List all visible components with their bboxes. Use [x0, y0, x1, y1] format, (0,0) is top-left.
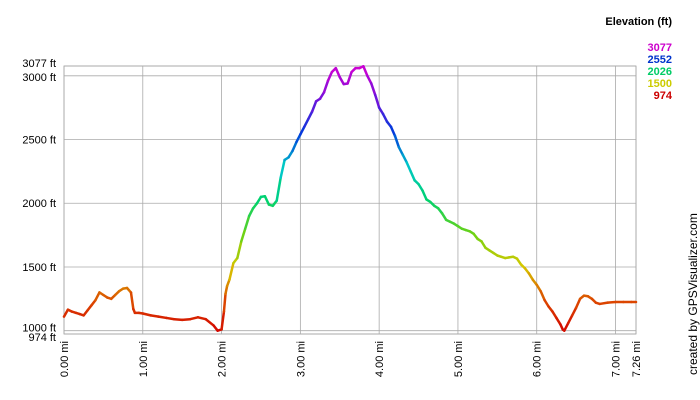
elevation-segment	[291, 140, 298, 153]
elevation-segment	[310, 100, 318, 113]
elevation-segment	[421, 189, 428, 201]
elevation-segment	[338, 75, 345, 86]
elevation-segment	[393, 134, 401, 149]
elevation-segment	[240, 227, 247, 243]
elevation-segment	[228, 261, 235, 281]
elevation-segment	[247, 207, 255, 218]
elevation-segment	[574, 297, 582, 309]
elevation-segment	[62, 308, 70, 318]
elevation-segment	[322, 79, 330, 94]
elevation-segment	[389, 125, 397, 137]
elevation-line	[62, 65, 638, 332]
elevation-segment	[409, 170, 416, 182]
x-tick-label: 6.00 mi	[532, 341, 544, 377]
y-tick-label: 1500 ft	[22, 262, 56, 274]
elevation-segment	[222, 292, 227, 313]
elevation-segment	[188, 316, 200, 321]
x-tick-label: 5.00 mi	[453, 341, 465, 377]
x-tick-label: 7.26 mi	[631, 341, 643, 377]
elevation-segment	[570, 306, 578, 317]
elevation-segment	[165, 316, 176, 321]
x-tick-label: 4.00 mi	[374, 341, 386, 377]
y-tick-label: 3077 ft	[22, 58, 56, 70]
elevation-segment	[224, 284, 229, 295]
x-tick-label: 7.00 mi	[611, 341, 623, 377]
elevation-segment	[173, 317, 184, 322]
elevation-segment	[362, 65, 369, 78]
elevation-segment	[334, 66, 342, 79]
elevation-segment	[236, 240, 243, 260]
elevation-segment	[370, 82, 377, 97]
elevation-segment	[401, 153, 408, 164]
x-tick-label: 3.00 mi	[295, 341, 307, 377]
elevation-segment	[303, 117, 310, 129]
elevation-segment	[373, 93, 381, 109]
elevation-segment	[606, 300, 617, 304]
elevation-segment	[94, 291, 101, 302]
elevation-segment	[275, 176, 282, 202]
elevation-segment	[204, 317, 215, 327]
credit-text: created by GPSVisualizer.com	[686, 213, 700, 375]
elevation-segment	[149, 314, 160, 318]
elevation-segment	[295, 133, 302, 144]
x-axis-ticks: 0.00 mi 1.00 mi 2.00 mi 3.00 mi 4.00 mi 5.00 …	[59, 341, 643, 377]
elevation-segment	[196, 316, 208, 321]
elevation-segment	[598, 301, 609, 306]
elevation-segment	[129, 291, 135, 311]
y-tick-label: 2000 ft	[22, 198, 56, 210]
elevation-segment	[279, 158, 286, 180]
y-tick-label: 974 ft	[28, 332, 56, 344]
x-tick-label: 0.00 mi	[59, 341, 71, 377]
elevation-segment	[405, 161, 412, 173]
x-tick-label: 2.00 mi	[217, 341, 229, 377]
elevation-segment	[381, 112, 389, 123]
legend-entry: 2552	[648, 54, 672, 66]
legend-title: Elevation (ft)	[605, 16, 672, 28]
elevation-segment	[366, 74, 373, 85]
y-tick-label: 2500 ft	[22, 135, 56, 147]
legend-entry: 2026	[648, 66, 672, 78]
elevation-segment	[397, 145, 405, 157]
elevation-segment	[326, 70, 334, 83]
y-tick-label: 3000 ft	[22, 72, 56, 84]
elevation-segment	[220, 310, 226, 331]
elevation-segment	[243, 214, 251, 230]
elevation-segment	[563, 321, 570, 332]
plot-frame	[63, 65, 637, 335]
elevation-segment	[539, 289, 546, 302]
elevation-segment	[157, 315, 168, 320]
x-tick-label: 1.00 mi	[138, 341, 150, 377]
elevation-segment	[346, 70, 353, 85]
elevation-segment	[566, 314, 574, 325]
y-tick-label: 1000 ft	[22, 323, 56, 335]
legend-entry: 3077	[648, 42, 672, 54]
grid	[63, 65, 637, 335]
elevation-segment	[299, 125, 306, 136]
elevation-segment	[141, 312, 152, 317]
elevation-segment	[180, 317, 192, 322]
legend-entry: 974	[654, 90, 673, 102]
elevation-segment	[263, 194, 271, 206]
elevation-segment	[306, 110, 314, 121]
legend-entry: 1500	[648, 78, 672, 90]
